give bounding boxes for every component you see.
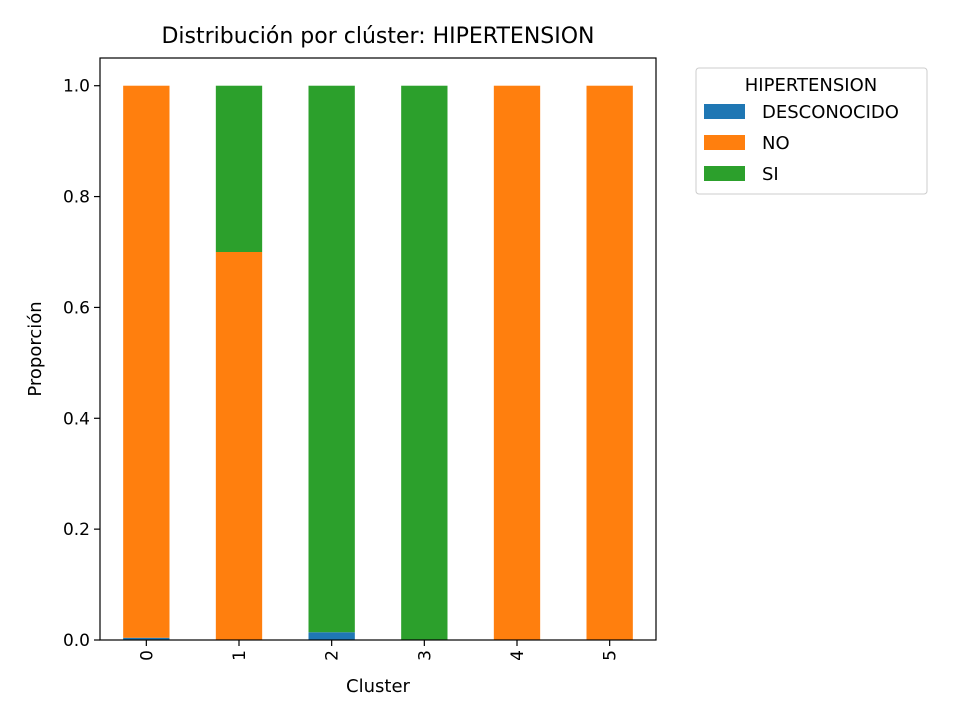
x-axis-label: Cluster (346, 676, 410, 697)
legend-frame (695, 67, 928, 195)
legend-swatch-no (704, 135, 745, 150)
bar-no-cluster-5 (586, 85, 633, 640)
y-tick-label: 0.2 (63, 520, 90, 540)
y-tick-label: 0.8 (63, 188, 90, 208)
y-tick-label: 0.6 (63, 298, 90, 318)
x-tick-label: 3 (415, 650, 435, 661)
x-tick-label: 1 (230, 650, 250, 661)
x-tick-label: 2 (323, 650, 343, 661)
bar-si-cluster-3 (401, 85, 448, 640)
x-axis-ticks: 0 1 2 3 4 5 (137, 640, 621, 661)
bar-no-cluster-0 (123, 85, 170, 638)
bar-desconocido-cluster-2 (308, 632, 355, 640)
x-tick-label: 0 (137, 650, 157, 661)
legend-label-desconocido: DESCONOCIDO (762, 102, 899, 123)
bar-desconocido-cluster-0 (123, 637, 170, 640)
x-tick-label: 4 (508, 650, 528, 661)
bar-no-cluster-4 (493, 85, 541, 640)
chart-title: Distribución por clúster: HIPERTENSION (161, 24, 594, 49)
x-tick-label: 5 (601, 650, 621, 661)
legend-label-no: NO (762, 133, 790, 154)
y-tick-label: 1.0 (63, 77, 90, 97)
legend-swatch-desconocido (704, 104, 745, 119)
y-axis-label: Proporción (25, 301, 46, 396)
plot-frame (99, 57, 657, 641)
y-tick-label: 0.0 (63, 631, 90, 651)
bars-group (123, 85, 633, 640)
legend-swatch-si (704, 166, 745, 181)
legend-items: DESCONOCIDO NO SI (704, 102, 899, 185)
legend: HIPERTENSION DESCONOCIDO NO SI (695, 67, 928, 195)
y-tick-label: 0.4 (63, 409, 90, 429)
y-axis-ticks: 0.0 0.2 0.4 0.6 0.8 1.0 (63, 77, 100, 651)
bar-si-cluster-1 (215, 85, 263, 253)
legend-label-si: SI (762, 164, 779, 185)
legend-title: HIPERTENSION (745, 75, 877, 96)
bar-si-cluster-2 (308, 85, 355, 633)
bar-no-cluster-1 (215, 252, 263, 640)
